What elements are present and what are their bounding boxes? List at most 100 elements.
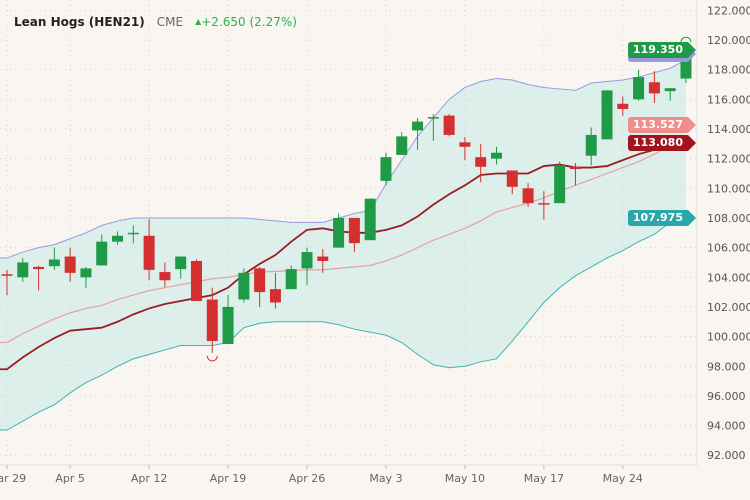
x-tick-label: Apr 19 (210, 472, 247, 485)
y-tick-label: 114.000 (707, 123, 750, 136)
candle (569, 163, 581, 186)
y-tick-label: 98.000 (707, 360, 746, 373)
candle (396, 131, 408, 155)
candle (459, 137, 471, 161)
candle-body (80, 268, 92, 278)
candle-body (269, 289, 281, 303)
candle-body (585, 134, 597, 156)
candle-body (317, 256, 329, 261)
candle-body (112, 235, 124, 242)
y-tick-label: 110.000 (707, 182, 750, 195)
candle (238, 268, 250, 303)
candle (538, 191, 550, 220)
candle-body (380, 157, 392, 181)
candle (333, 213, 345, 248)
x-tick-label: Mar 29 (0, 472, 26, 485)
y-tick-label: 92.000 (707, 449, 746, 462)
candle-body (127, 232, 139, 235)
candle-body (143, 235, 155, 270)
x-tick-label: Apr 26 (289, 472, 326, 485)
sma-fast-tag: 113.080 (627, 134, 697, 151)
low-marker (206, 355, 218, 362)
candle-body (396, 136, 408, 155)
candle (222, 295, 234, 345)
candle (80, 266, 92, 288)
x-tick-label: May 10 (445, 472, 485, 485)
candle (96, 234, 108, 266)
candle-body (538, 203, 550, 205)
candle-body (506, 170, 518, 187)
candle (664, 88, 676, 101)
candle (554, 161, 566, 204)
candle (317, 249, 329, 273)
bollinger-lower-line (0, 217, 687, 431)
candle (475, 143, 487, 183)
price-change: ▲+2.650 (2.27%) (195, 15, 297, 29)
candle-body (569, 166, 581, 170)
candle (64, 247, 76, 282)
y-tick-label: 106.000 (707, 242, 750, 255)
x-tick-label: May 24 (603, 472, 643, 485)
candle-body (190, 260, 202, 302)
candle-body (159, 272, 171, 281)
candle (127, 225, 139, 244)
candle (348, 217, 360, 253)
candle-body (427, 117, 439, 119)
candle-body (680, 49, 692, 79)
candle-body (17, 262, 29, 278)
x-tick-label: Apr 5 (55, 472, 85, 485)
candle-body (64, 256, 76, 273)
candle-body (617, 103, 629, 109)
candle-body (333, 217, 345, 248)
candle-body (33, 266, 45, 270)
x-tick-label: Apr 12 (131, 472, 168, 485)
x-tick-label: May 17 (524, 472, 564, 485)
candle-body (522, 188, 534, 204)
instrument-title: Lean Hogs (HEN21) (14, 15, 145, 29)
chart-header: Lean Hogs (HEN21) CME ▲+2.650 (2.27%) (14, 15, 297, 29)
candle-body (601, 90, 613, 140)
candle-body (206, 299, 218, 342)
exchange-label: CME (156, 15, 184, 29)
candle (48, 247, 60, 270)
candle-body (364, 198, 376, 241)
y-tick-label: 102.000 (707, 301, 750, 314)
candle (206, 287, 218, 353)
y-tick-label: 118.000 (707, 64, 750, 77)
candle (585, 127, 597, 166)
candle (617, 96, 629, 116)
sma-slow-tag: 113.527 (627, 116, 697, 133)
candle-body (222, 306, 234, 345)
candle-body (664, 88, 676, 92)
candle (490, 146, 502, 165)
y-tick-label: 120.000 (707, 34, 750, 47)
candle (1, 269, 13, 296)
candle (364, 198, 376, 241)
candle (112, 231, 124, 245)
candle (33, 265, 45, 291)
sma-slow-line (0, 135, 687, 344)
candle (159, 262, 171, 287)
triangle-up-icon: ▲ (195, 17, 202, 26)
y-tick-label: 104.000 (707, 271, 750, 284)
candle-body (96, 241, 108, 266)
y-tick-label: 100.000 (707, 331, 750, 344)
last-price-tag: 119.350 (627, 41, 697, 58)
candle-body (490, 152, 502, 159)
y-tick-label: 116.000 (707, 93, 750, 106)
y-tick-label: 108.000 (707, 212, 750, 225)
candle-body (633, 77, 645, 100)
candle-body (554, 165, 566, 204)
candle-body (48, 259, 60, 267)
candle (254, 266, 266, 307)
candle (427, 114, 439, 141)
candle-body (648, 82, 660, 94)
x-tick-label: May 3 (369, 472, 402, 485)
high-marker (680, 36, 692, 43)
candle (412, 117, 424, 150)
candle-body (459, 142, 471, 147)
candle (17, 258, 29, 282)
candle-body (1, 274, 13, 276)
y-tick-label: 112.000 (707, 153, 750, 166)
